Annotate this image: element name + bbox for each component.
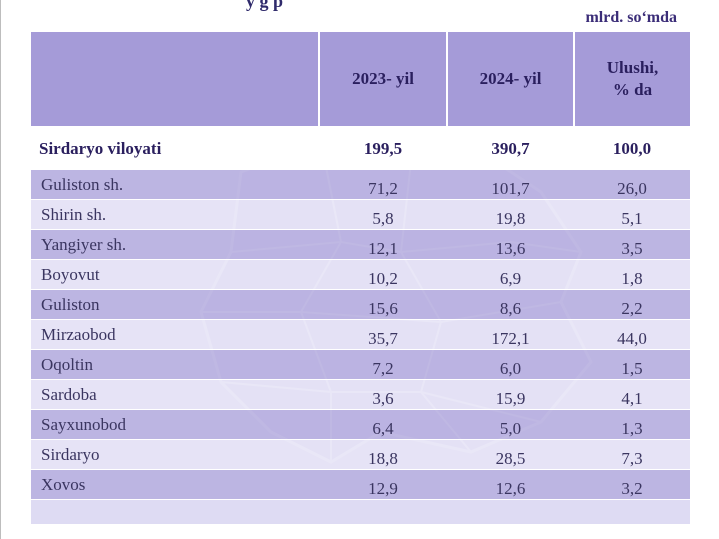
row-share: 2,2 <box>574 289 690 320</box>
header-share-line1: Ulushi, <box>606 58 659 77</box>
total-2024: 390,7 <box>447 127 574 170</box>
row-share: 4,1 <box>574 379 690 410</box>
title-fragment: y g p <box>246 0 284 11</box>
row-2023: 10,2 <box>319 259 447 290</box>
row-2024: 6,9 <box>447 259 574 290</box>
header-region <box>31 32 320 127</box>
row-2023: 5,8 <box>319 199 447 230</box>
row-2024: 19,8 <box>447 199 574 230</box>
row-2023: 7,2 <box>319 349 447 380</box>
row-name: Shirin sh. <box>31 199 319 230</box>
row-name: Xovos <box>31 469 319 500</box>
row-name: Sirdaryo <box>31 439 319 470</box>
row-2024: 12,6 <box>447 469 574 500</box>
header-share: Ulushi, % da <box>574 32 690 127</box>
row-2023: 3,6 <box>319 379 447 410</box>
row-2024: 6,0 <box>447 349 574 380</box>
row-2023: 6,4 <box>319 409 447 440</box>
row-2023: 12,9 <box>319 469 447 500</box>
table-row: Sirdaryo 18,8 28,5 7,3 <box>31 439 690 470</box>
row-2024: 13,6 <box>447 229 574 260</box>
row-name: Sayxunobod <box>31 409 319 440</box>
row-share: 44,0 <box>574 319 690 350</box>
row-name: Sardoba <box>31 379 319 410</box>
row-name: Guliston <box>31 289 319 320</box>
row-2024: 28,5 <box>447 439 574 470</box>
header-2023: 2023- yil <box>319 32 448 127</box>
table-row: Sayxunobod 6,4 5,0 1,3 <box>31 409 690 440</box>
row-share: 5,1 <box>574 199 690 230</box>
total-2023: 199,5 <box>319 127 447 170</box>
row-share: 7,3 <box>574 439 690 470</box>
row-name: Boyovut <box>31 259 319 290</box>
row-share: 1,3 <box>574 409 690 440</box>
data-table: 2023- yil 2024- yil Ulushi, % da Sirdary… <box>31 32 690 500</box>
row-2023: 12,1 <box>319 229 447 260</box>
row-2024: 172,1 <box>447 319 574 350</box>
table-container: 2023- yil 2024- yil Ulushi, % da Sirdary… <box>31 32 690 524</box>
row-2023: 35,7 <box>319 319 447 350</box>
row-2024: 5,0 <box>447 409 574 440</box>
row-2023: 15,6 <box>319 289 447 320</box>
row-name: Guliston sh. <box>31 170 319 200</box>
row-2024: 15,9 <box>447 379 574 410</box>
header-row: 2023- yil 2024- yil Ulushi, % da <box>31 32 690 127</box>
total-name: Sirdaryo viloyati <box>31 127 319 170</box>
row-share: 26,0 <box>574 170 690 200</box>
row-2024: 101,7 <box>447 170 574 200</box>
row-2023: 71,2 <box>319 170 447 200</box>
table-row: Mirzaobod 35,7 172,1 44,0 <box>31 319 690 350</box>
row-name: Mirzaobod <box>31 319 319 350</box>
total-share: 100,0 <box>574 127 690 170</box>
table-row: Boyovut 10,2 6,9 1,8 <box>31 259 690 290</box>
table-row: Yangiyer sh. 12,1 13,6 3,5 <box>31 229 690 260</box>
table-row: Shirin sh. 5,8 19,8 5,1 <box>31 199 690 230</box>
row-name: Yangiyer sh. <box>31 229 319 260</box>
table-row: Oqoltin 7,2 6,0 1,5 <box>31 349 690 380</box>
row-share: 1,5 <box>574 349 690 380</box>
table-row: Sardoba 3,6 15,9 4,1 <box>31 379 690 410</box>
total-row: Sirdaryo viloyati 199,5 390,7 100,0 <box>31 127 690 170</box>
row-share: 1,8 <box>574 259 690 290</box>
row-name: Oqoltin <box>31 349 319 380</box>
table-row: Guliston 15,6 8,6 2,2 <box>31 289 690 320</box>
row-share: 3,5 <box>574 229 690 260</box>
header-share-line2: % da <box>612 80 653 99</box>
unit-label: mlrd. so‘mda <box>585 9 677 26</box>
page-left-border <box>0 0 1 539</box>
row-2024: 8,6 <box>447 289 574 320</box>
header-2024: 2024- yil <box>447 32 575 127</box>
table-row: Xovos 12,9 12,6 3,2 <box>31 469 690 500</box>
row-share: 3,2 <box>574 469 690 500</box>
table-row: Guliston sh. 71,2 101,7 26,0 <box>31 170 690 200</box>
row-2023: 18,8 <box>319 439 447 470</box>
